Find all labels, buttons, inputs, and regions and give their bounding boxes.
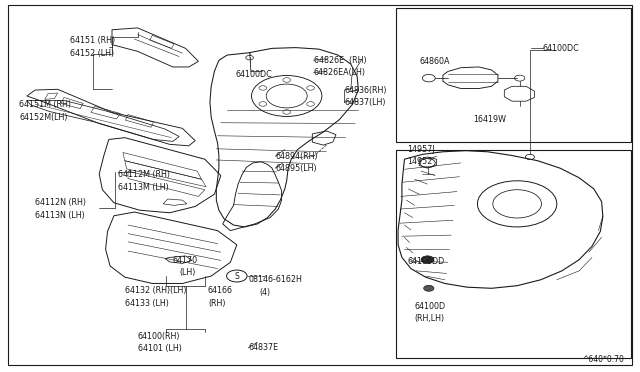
Text: 64113N (LH): 64113N (LH) <box>35 211 85 220</box>
Text: 64152M(LH): 64152M(LH) <box>19 113 68 122</box>
Text: 64837E: 64837E <box>248 343 278 352</box>
FancyBboxPatch shape <box>396 150 631 358</box>
Text: 64895(LH): 64895(LH) <box>275 164 317 173</box>
Text: 64132 (RH)(LH): 64132 (RH)(LH) <box>125 286 186 295</box>
Text: ^640*0.70: ^640*0.70 <box>582 355 624 364</box>
Text: (4): (4) <box>259 288 270 296</box>
Text: 16419W: 16419W <box>474 115 507 124</box>
Text: 64837(LH): 64837(LH) <box>344 98 386 107</box>
FancyBboxPatch shape <box>8 5 632 365</box>
Text: 64151 (RH): 64151 (RH) <box>70 36 116 45</box>
Text: 14952: 14952 <box>407 157 433 166</box>
Text: 64894(RH): 64894(RH) <box>275 152 318 161</box>
Text: 64100DD: 64100DD <box>407 257 444 266</box>
Text: 64170: 64170 <box>173 256 198 265</box>
Text: 64100DC: 64100DC <box>543 44 579 53</box>
Text: 64133 (LH): 64133 (LH) <box>125 299 169 308</box>
Text: 64112M (RH): 64112M (RH) <box>118 170 170 179</box>
Circle shape <box>424 285 434 291</box>
Text: 64112N (RH): 64112N (RH) <box>35 198 86 207</box>
Text: 08146-6162H: 08146-6162H <box>248 275 302 284</box>
Text: (RH): (RH) <box>208 299 225 308</box>
Text: 64100D: 64100D <box>415 302 446 311</box>
Text: 64826E  (RH): 64826E (RH) <box>314 56 366 65</box>
Text: 64166: 64166 <box>208 286 233 295</box>
Text: (LH): (LH) <box>179 268 196 277</box>
Text: 64100DC: 64100DC <box>236 70 272 79</box>
Text: 64836(RH): 64836(RH) <box>344 86 387 94</box>
Text: 64151M (RH): 64151M (RH) <box>19 100 71 109</box>
Text: 64860A: 64860A <box>419 57 450 66</box>
Text: 64826EA(LH): 64826EA(LH) <box>314 68 365 77</box>
Text: 64100(RH): 64100(RH) <box>138 332 180 341</box>
Circle shape <box>421 256 434 263</box>
Text: 64113M (LH): 64113M (LH) <box>118 183 169 192</box>
Text: 64101 (LH): 64101 (LH) <box>138 344 182 353</box>
Text: (RH,LH): (RH,LH) <box>415 314 445 323</box>
FancyBboxPatch shape <box>396 8 631 142</box>
Text: S: S <box>234 272 239 280</box>
Text: 14957J: 14957J <box>407 145 435 154</box>
Text: 64152 (LH): 64152 (LH) <box>70 49 115 58</box>
